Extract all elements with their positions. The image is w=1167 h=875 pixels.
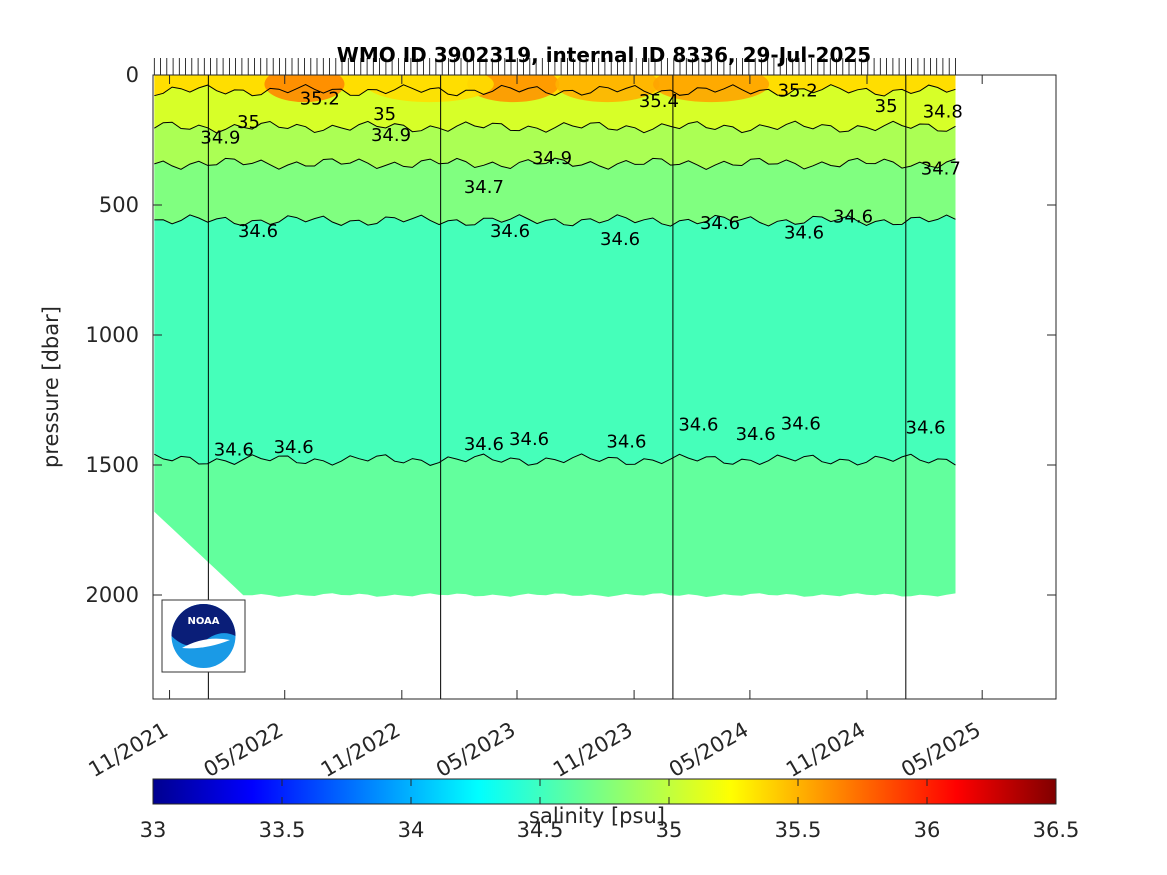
contour-label: 34.6 (600, 229, 640, 250)
contour-line (154, 453, 956, 466)
salinity-band (154, 121, 956, 170)
contour-label: 35.2 (300, 88, 340, 109)
y-tick-label: 500 (99, 193, 139, 217)
y-tick-label: 1500 (86, 453, 139, 477)
colorbar-label: salinity [psu] (529, 804, 665, 828)
colorbar-tick-label: 36 (914, 818, 941, 842)
salinity-band (154, 84, 956, 133)
colorbar-tick-labels: 33 33.5 34 34.5 35 35.5 36 36.5 (140, 818, 1080, 842)
contour-label: 35 (875, 96, 898, 117)
colorbar (152, 778, 1057, 805)
plot-frame (152, 74, 1057, 700)
colorbar-tick-label: 34.5 (517, 818, 564, 842)
contour-label: 34.6 (464, 434, 504, 455)
salinity-band (154, 214, 956, 466)
contour-label: 35.2 (778, 81, 818, 102)
contour-label: 34.6 (700, 213, 740, 234)
y-tick-label: 0 (126, 63, 139, 87)
contour-label: 34.9 (371, 125, 411, 146)
contour-label: 34.6 (678, 415, 718, 436)
x-tick-label: 11/2024 (782, 718, 870, 782)
y-axis-title: pressure [dbar] (39, 306, 63, 468)
colorbar-tick-label: 34 (398, 818, 425, 842)
x-tick-label: 11/2021 (84, 718, 172, 782)
contour-label: 34.6 (833, 207, 873, 228)
contour-line (154, 84, 956, 97)
colorbar-tick-marks (152, 779, 1057, 804)
contour-labels: 34.6 34.6 34.634.6 34.634.634.6 34.6 34.6 34.6… (200, 81, 962, 461)
contour-label: 34.6 (606, 432, 646, 453)
colorbar-tick-label: 35.5 (775, 818, 822, 842)
contour-label: 34.6 (784, 222, 824, 243)
contour-label: 35 (237, 112, 260, 133)
x-tick-label: 05/2025 (897, 718, 985, 782)
contour-label: 34.7 (464, 177, 504, 198)
salinity-band (154, 453, 956, 597)
contour-label: 34.8 (923, 101, 963, 122)
salinity-field (154, 75, 956, 597)
contour-line (154, 157, 956, 170)
contour-label: 35 (373, 104, 396, 125)
colorbar-tick-label: 33 (140, 818, 167, 842)
contour-lines (154, 84, 956, 466)
x-tick-label: 11/2022 (317, 718, 405, 782)
salinity-band (154, 158, 956, 227)
svg-text:NOAA: NOAA (187, 616, 219, 627)
noaa-logo: NOAA (161, 599, 246, 673)
contour-label: 34.6 (214, 439, 254, 460)
y-tick-label: 1000 (86, 323, 139, 347)
contour-label: 34.6 (238, 221, 278, 242)
year-lines (207, 75, 907, 699)
chart-title: WMO ID 3902319, internal ID 8336, 29-Jul… (337, 43, 871, 67)
contour-label: 34.6 (274, 437, 314, 458)
contour-label: 35.4 (639, 91, 679, 112)
profile-tick-marks (153, 58, 956, 75)
x-tick-label: 11/2023 (549, 718, 637, 782)
y-tick-label: 2000 (86, 583, 139, 607)
x-tick-label: 05/2022 (200, 718, 288, 782)
contour-label: 34.9 (200, 127, 240, 148)
colorbar-tick-label: 35 (656, 818, 683, 842)
y-tick-labels: 0 500 1000 1500 2000 (86, 63, 139, 607)
contour-label: 34.6 (906, 417, 946, 438)
contour-label: 34.7 (921, 159, 961, 180)
contour-line (154, 120, 956, 134)
colorbar-tick-label: 36.5 (1033, 818, 1080, 842)
x-tick-label: 05/2023 (432, 718, 520, 782)
contour-label: 34.6 (490, 221, 530, 242)
colorbar-tick-label: 33.5 (259, 818, 306, 842)
x-tick-labels: 11/2021 05/2022 11/2022 05/2023 11/2023 05/20… (84, 718, 984, 782)
contour-label: 34.6 (781, 413, 821, 434)
contour-line (154, 214, 956, 227)
contour-label: 34.6 (736, 424, 776, 445)
axis-tick-marks (153, 74, 1056, 699)
contour-label: 34.9 (532, 148, 572, 169)
contour-label: 34.6 (509, 429, 549, 450)
x-tick-label: 05/2024 (665, 718, 753, 782)
